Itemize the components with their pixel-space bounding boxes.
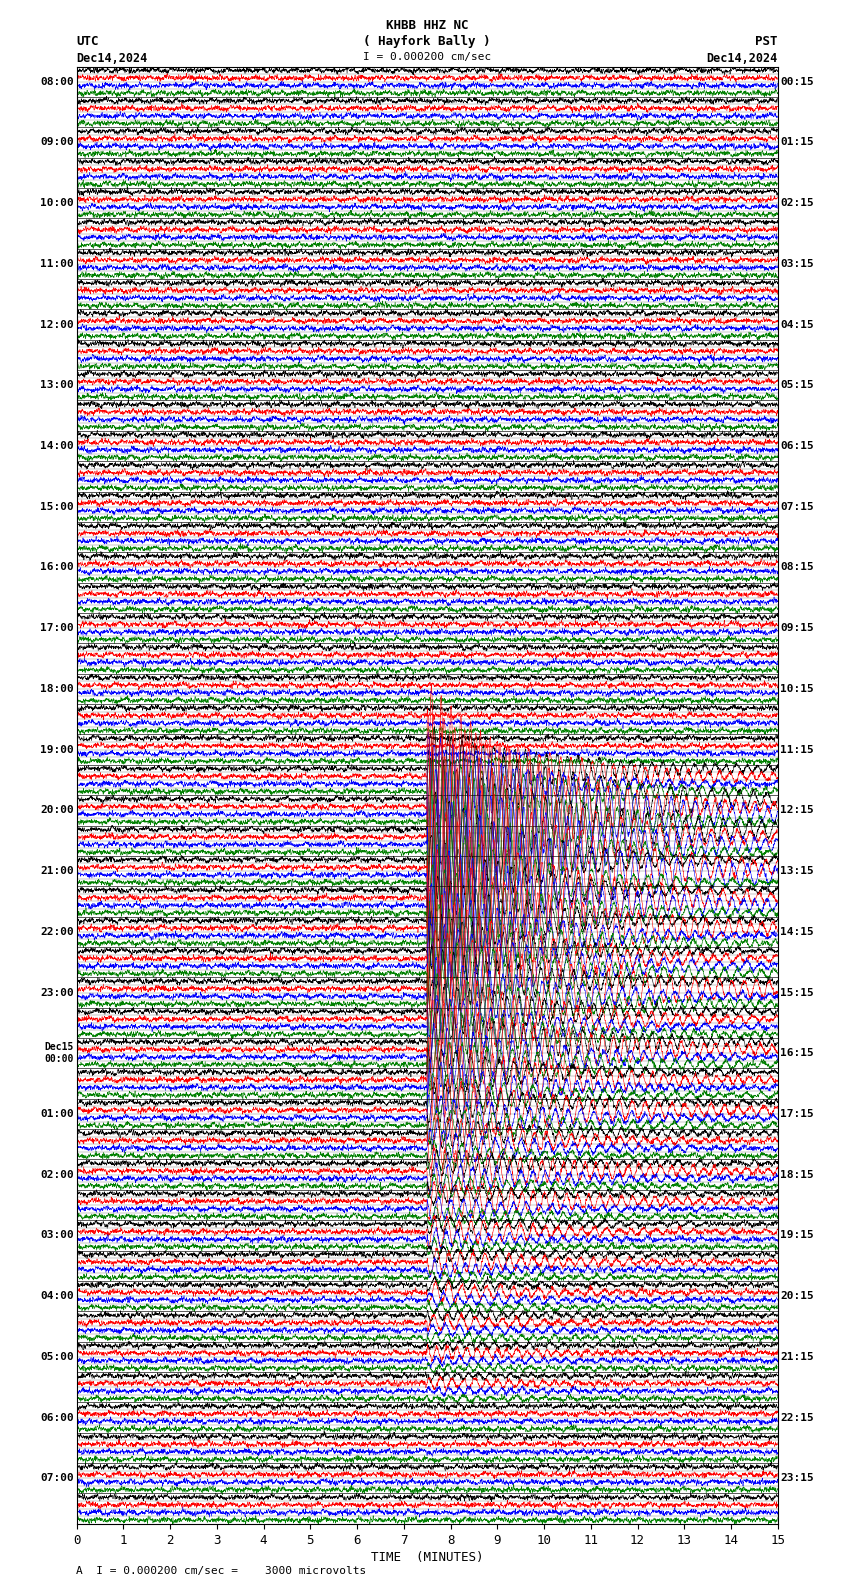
- Text: I = 0.000200 cm/sec: I = 0.000200 cm/sec: [363, 52, 491, 62]
- Text: 16:00: 16:00: [40, 562, 74, 572]
- Text: 01:15: 01:15: [780, 138, 814, 147]
- Text: 14:15: 14:15: [780, 927, 814, 936]
- Text: 06:00: 06:00: [40, 1413, 74, 1422]
- Text: 02:00: 02:00: [40, 1169, 74, 1180]
- Text: KHBB HHZ NC: KHBB HHZ NC: [386, 19, 468, 32]
- Text: 03:00: 03:00: [40, 1231, 74, 1240]
- Text: ( Hayfork Bally ): ( Hayfork Bally ): [364, 35, 491, 48]
- Text: 09:00: 09:00: [40, 138, 74, 147]
- Text: 16:15: 16:15: [780, 1049, 814, 1058]
- Text: 02:15: 02:15: [780, 198, 814, 208]
- Text: 00:15: 00:15: [780, 76, 814, 87]
- Text: 13:00: 13:00: [40, 380, 74, 390]
- Text: Dec14,2024: Dec14,2024: [76, 52, 148, 65]
- Text: 10:00: 10:00: [40, 198, 74, 208]
- Text: 14:00: 14:00: [40, 440, 74, 451]
- Text: 07:15: 07:15: [780, 502, 814, 512]
- Text: 07:00: 07:00: [40, 1473, 74, 1483]
- Text: 17:00: 17:00: [40, 623, 74, 634]
- Text: A  I = 0.000200 cm/sec =    3000 microvolts: A I = 0.000200 cm/sec = 3000 microvolts: [76, 1567, 366, 1576]
- Text: 22:00: 22:00: [40, 927, 74, 936]
- Text: 11:00: 11:00: [40, 258, 74, 269]
- Text: Dec15
00:00: Dec15 00:00: [44, 1042, 74, 1064]
- Text: 09:15: 09:15: [780, 623, 814, 634]
- Text: 18:00: 18:00: [40, 684, 74, 694]
- Text: 06:15: 06:15: [780, 440, 814, 451]
- Text: 18:15: 18:15: [780, 1169, 814, 1180]
- Text: 20:00: 20:00: [40, 805, 74, 816]
- Text: 03:15: 03:15: [780, 258, 814, 269]
- Text: 23:00: 23:00: [40, 987, 74, 998]
- Text: Dec14,2024: Dec14,2024: [706, 52, 778, 65]
- Text: 15:00: 15:00: [40, 502, 74, 512]
- Text: 19:00: 19:00: [40, 744, 74, 754]
- Text: 10:15: 10:15: [780, 684, 814, 694]
- Text: 12:00: 12:00: [40, 320, 74, 329]
- Text: 19:15: 19:15: [780, 1231, 814, 1240]
- Text: 08:00: 08:00: [40, 76, 74, 87]
- Text: 21:00: 21:00: [40, 866, 74, 876]
- Text: 05:00: 05:00: [40, 1351, 74, 1362]
- Text: 13:15: 13:15: [780, 866, 814, 876]
- Text: UTC: UTC: [76, 35, 99, 48]
- X-axis label: TIME  (MINUTES): TIME (MINUTES): [371, 1551, 484, 1563]
- Text: 11:15: 11:15: [780, 744, 814, 754]
- Text: 21:15: 21:15: [780, 1351, 814, 1362]
- Text: 20:15: 20:15: [780, 1291, 814, 1300]
- Text: PST: PST: [756, 35, 778, 48]
- Text: 12:15: 12:15: [780, 805, 814, 816]
- Text: 05:15: 05:15: [780, 380, 814, 390]
- Text: 04:00: 04:00: [40, 1291, 74, 1300]
- Text: 23:15: 23:15: [780, 1473, 814, 1483]
- Text: 04:15: 04:15: [780, 320, 814, 329]
- Text: 08:15: 08:15: [780, 562, 814, 572]
- Text: 01:00: 01:00: [40, 1109, 74, 1118]
- Text: 17:15: 17:15: [780, 1109, 814, 1118]
- Text: 15:15: 15:15: [780, 987, 814, 998]
- Text: 22:15: 22:15: [780, 1413, 814, 1422]
